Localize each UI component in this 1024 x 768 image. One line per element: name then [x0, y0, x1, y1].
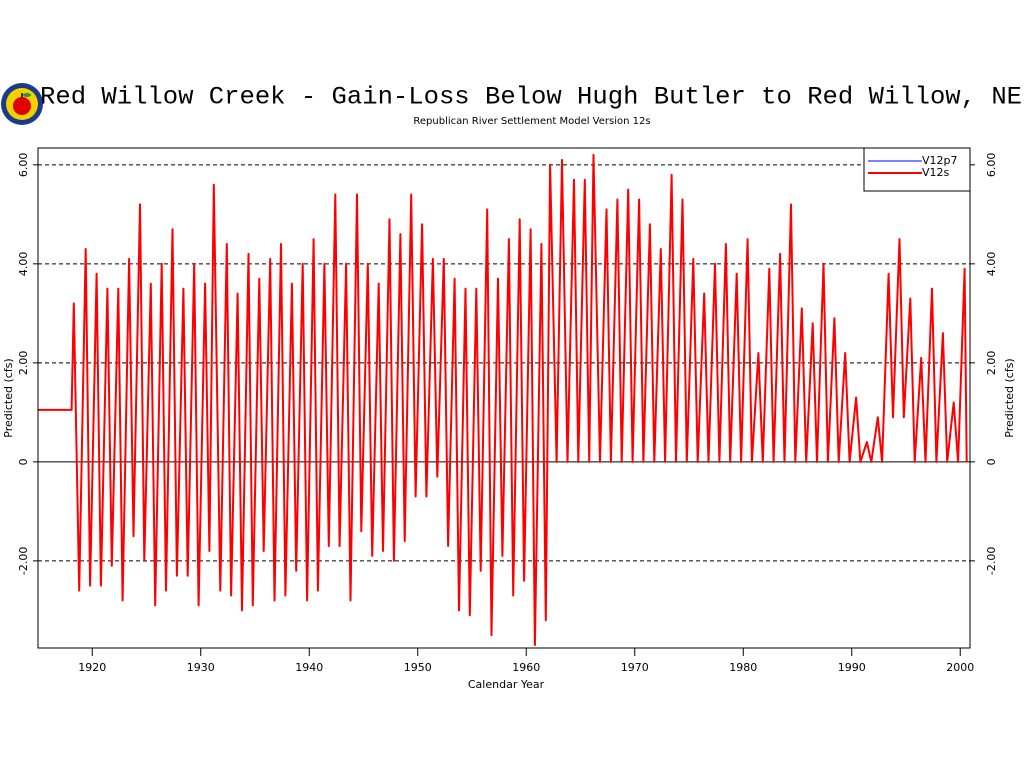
plot-frame [37, 147, 971, 649]
y2-tick-label: -2.00 [985, 547, 998, 575]
y-tick-label: 0 [17, 458, 30, 465]
x-tick-label: 1940 [295, 661, 323, 674]
y2-tick-label: 6.00 [985, 153, 998, 178]
y-tick-label: 6.00 [17, 153, 30, 178]
chart-subtitle: Republican River Settlement Model Versio… [413, 116, 650, 127]
y-axis-label: Predicted (cfs) [2, 358, 15, 437]
y2-tick-label: 2.00 [985, 351, 998, 376]
x-tick-label: 1990 [838, 661, 866, 674]
legend-box [863, 147, 971, 192]
x-tick-label: 2000 [946, 661, 974, 674]
y2-tick-label: 4.00 [985, 252, 998, 277]
legend-label: V12p7 [922, 154, 958, 167]
y-tick-label: 2.00 [17, 351, 30, 376]
x-axis-label: Calendar Year [468, 678, 545, 691]
x-tick-label: 1930 [187, 661, 215, 674]
x-tick-label: 1950 [404, 661, 432, 674]
y-tick-label: -2.00 [17, 547, 30, 575]
y2-tick-label: 0 [985, 458, 998, 465]
chart-title: Red Willow Creek - Gain-Loss Below Hugh … [40, 83, 1022, 112]
logo [1, 83, 43, 125]
x-tick-label: 1980 [729, 661, 757, 674]
series-line [38, 153, 968, 646]
x-tick-label: 1960 [512, 661, 540, 674]
legend-label: V12s [922, 166, 950, 179]
y-tick-label: 4.00 [17, 252, 30, 277]
x-tick-label: 1970 [621, 661, 649, 674]
x-tick-label: 1920 [78, 661, 106, 674]
y2-axis-label: Predicted (cfs) [1003, 358, 1016, 437]
